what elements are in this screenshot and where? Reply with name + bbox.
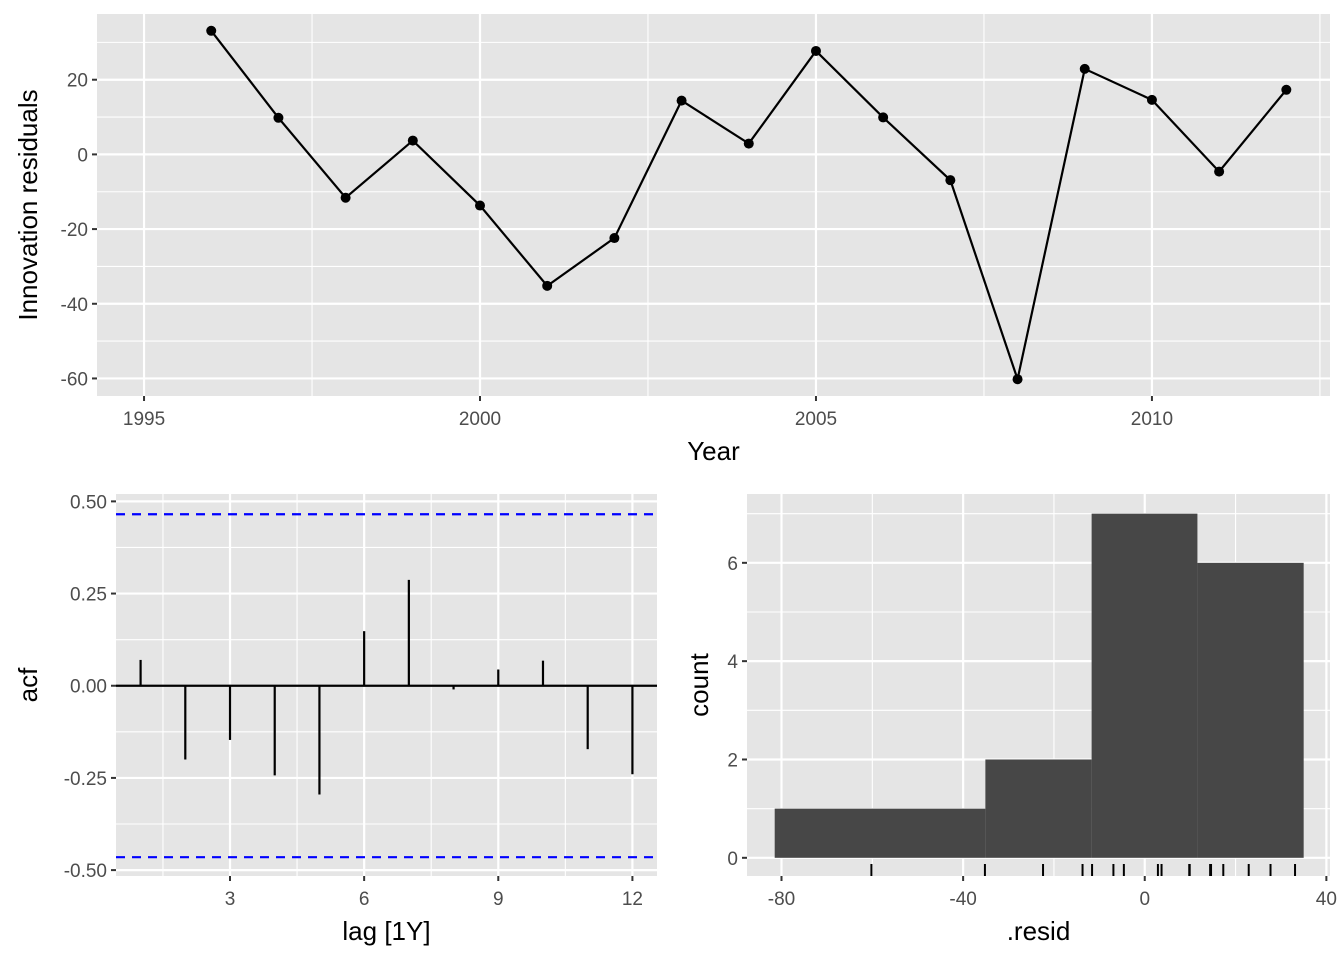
residual-point xyxy=(340,192,351,203)
residual-point xyxy=(1214,166,1225,177)
residual-point xyxy=(1146,94,1157,105)
histogram-bar xyxy=(985,759,1092,858)
x-tick-label: 0 xyxy=(1139,889,1150,910)
x-axis-title: lag [1Y] xyxy=(342,916,430,946)
residual-point xyxy=(273,112,284,123)
x-tick-label: 3 xyxy=(225,889,236,910)
y-tick-label: 0.25 xyxy=(70,585,107,606)
y-tick-label: -0.50 xyxy=(64,861,107,882)
residual-point xyxy=(810,45,821,56)
x-tick-label: -40 xyxy=(949,889,976,910)
y-axis-title: Innovation residuals xyxy=(13,89,43,320)
x-tick-label: 2005 xyxy=(795,409,837,430)
y-tick-label: 0 xyxy=(727,849,738,870)
residual-point xyxy=(1281,84,1292,95)
residual-point xyxy=(542,280,553,291)
y-tick-label: 6 xyxy=(727,554,738,575)
x-axis-title: Year xyxy=(687,436,740,466)
residual-point xyxy=(206,25,217,36)
x-tick-label: 1995 xyxy=(123,409,165,430)
y-axis-title: acf xyxy=(13,667,43,702)
x-tick-label: 2010 xyxy=(1131,409,1173,430)
residual-point xyxy=(676,95,687,106)
x-tick-label: 40 xyxy=(1316,889,1337,910)
x-tick-label: 9 xyxy=(493,889,504,910)
residual-point xyxy=(609,233,620,244)
histogram-bar xyxy=(1197,562,1304,858)
x-tick-label: 6 xyxy=(359,889,370,910)
y-axis-title: count xyxy=(684,652,714,716)
histogram-bar xyxy=(774,808,986,858)
residual-point xyxy=(743,138,754,149)
x-tick-label: 12 xyxy=(622,889,643,910)
x-tick-label: -80 xyxy=(768,889,795,910)
y-tick-label: 20 xyxy=(67,71,88,92)
y-tick-label: -20 xyxy=(61,220,88,241)
histogram-bar xyxy=(1091,513,1198,858)
residual-point xyxy=(945,175,956,186)
x-axis-title: .resid xyxy=(1007,916,1071,946)
residual-point xyxy=(1079,63,1090,74)
x-tick-label: 2000 xyxy=(459,409,501,430)
residual-point xyxy=(878,112,889,123)
y-tick-label: 2 xyxy=(727,750,738,771)
y-tick-label: -0.25 xyxy=(64,769,107,790)
panel-resid-histogram: -80 -40 0 40 0 2 4 6 .resid count xyxy=(684,494,1337,946)
residual-point xyxy=(475,200,486,211)
y-tick-label: 0.00 xyxy=(70,677,107,698)
panel-residuals-time: 1995 2000 2005 2010 -60 -40 -20 0 20 Year Innovati… xyxy=(13,14,1330,466)
residual-point xyxy=(407,135,418,146)
plot-background xyxy=(97,14,1330,396)
y-tick-label: 0.50 xyxy=(70,492,107,513)
y-tick-label: -40 xyxy=(61,295,88,316)
y-tick-label: 0 xyxy=(77,145,88,166)
panel-acf: 3 6 9 12 -0.50 -0.25 0.00 0.25 0.50 lag [1Y] acf xyxy=(13,492,657,946)
y-tick-label: 4 xyxy=(727,652,738,673)
y-tick-label: -60 xyxy=(61,369,88,390)
residual-point xyxy=(1012,374,1023,385)
